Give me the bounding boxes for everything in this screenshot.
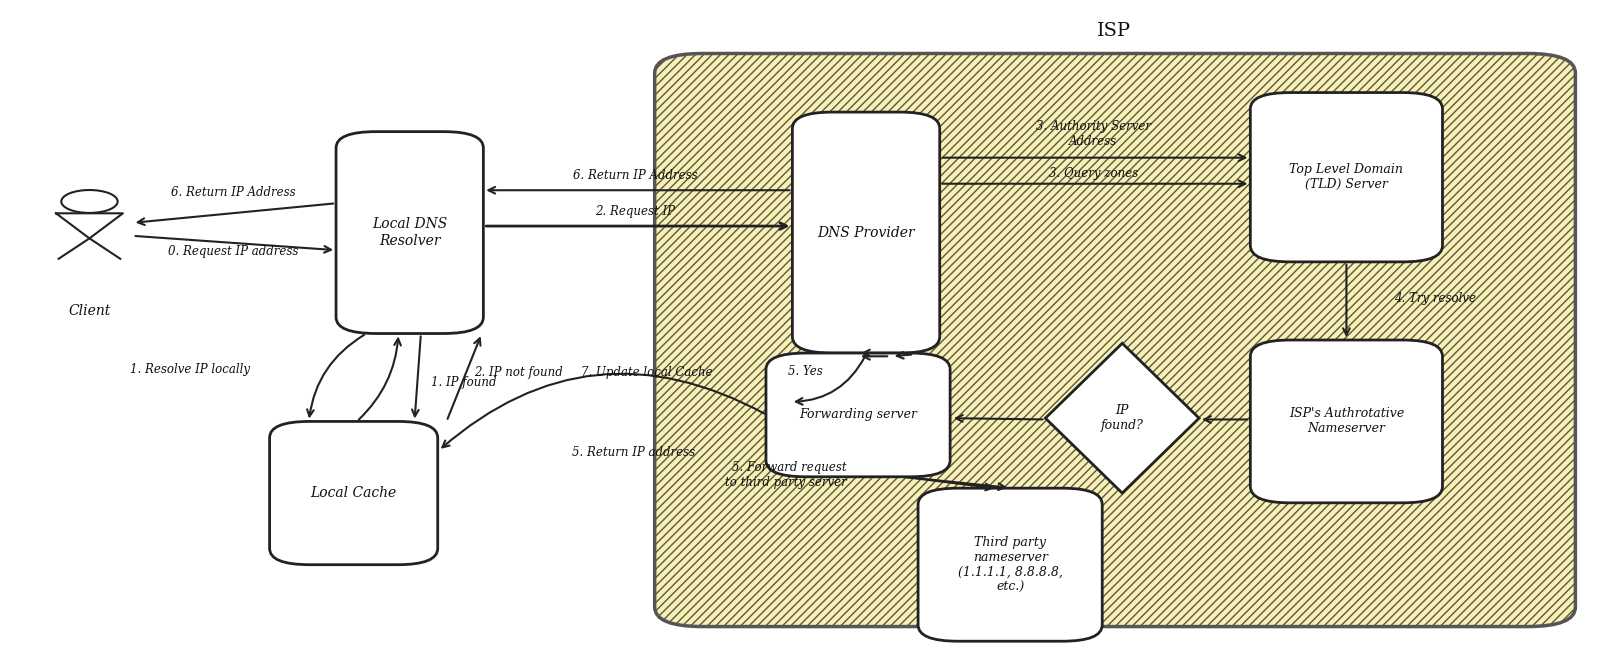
Text: 4. Try resolve: 4. Try resolve bbox=[1394, 292, 1476, 305]
Text: Forwarding server: Forwarding server bbox=[799, 408, 917, 421]
Text: 1. IP found: 1. IP found bbox=[430, 376, 496, 389]
Text: Local DNS
Resolver: Local DNS Resolver bbox=[372, 218, 448, 248]
Text: Client: Client bbox=[69, 303, 111, 318]
Text: 6. Return IP Address: 6. Return IP Address bbox=[573, 169, 698, 182]
Text: 1. Resolve IP locally: 1. Resolve IP locally bbox=[130, 363, 250, 376]
Text: 5. Forward request
to third party server: 5. Forward request to third party server bbox=[725, 462, 847, 489]
Text: ISP's Authrotative
Nameserver: ISP's Authrotative Nameserver bbox=[1288, 407, 1404, 436]
Text: 5. Yes: 5. Yes bbox=[788, 365, 823, 378]
Polygon shape bbox=[1046, 343, 1200, 493]
Text: Local Cache: Local Cache bbox=[311, 486, 396, 500]
Text: IP
found?: IP found? bbox=[1100, 404, 1144, 432]
Text: 7. Update local Cache: 7. Update local Cache bbox=[581, 366, 712, 379]
Text: 6. Return IP Address: 6. Return IP Address bbox=[172, 186, 295, 199]
Text: 5. Return IP address: 5. Return IP address bbox=[573, 445, 696, 458]
Circle shape bbox=[61, 190, 117, 213]
FancyBboxPatch shape bbox=[654, 54, 1575, 627]
Text: 3. Authority Server
Address: 3. Authority Server Address bbox=[1036, 120, 1152, 148]
FancyBboxPatch shape bbox=[1251, 340, 1442, 503]
FancyBboxPatch shape bbox=[917, 488, 1102, 641]
Text: 3. Query zones: 3. Query zones bbox=[1049, 167, 1139, 180]
FancyBboxPatch shape bbox=[792, 112, 940, 353]
FancyBboxPatch shape bbox=[337, 131, 483, 334]
FancyBboxPatch shape bbox=[269, 421, 438, 564]
FancyBboxPatch shape bbox=[1251, 93, 1442, 262]
Text: Third party
nameserver
(1.1.1.1, 8.8.8.8,
etc.): Third party nameserver (1.1.1.1, 8.8.8.8… bbox=[958, 536, 1062, 594]
Text: ISP: ISP bbox=[1097, 22, 1131, 40]
Text: 2. Request IP: 2. Request IP bbox=[595, 205, 675, 218]
Text: DNS Provider: DNS Provider bbox=[816, 226, 914, 239]
Text: 2. IP not found: 2. IP not found bbox=[473, 366, 563, 379]
Text: 0. Request IP address: 0. Request IP address bbox=[168, 245, 298, 258]
FancyBboxPatch shape bbox=[767, 353, 950, 477]
Text: Top Level Domain
(TLD) Server: Top Level Domain (TLD) Server bbox=[1290, 164, 1404, 191]
